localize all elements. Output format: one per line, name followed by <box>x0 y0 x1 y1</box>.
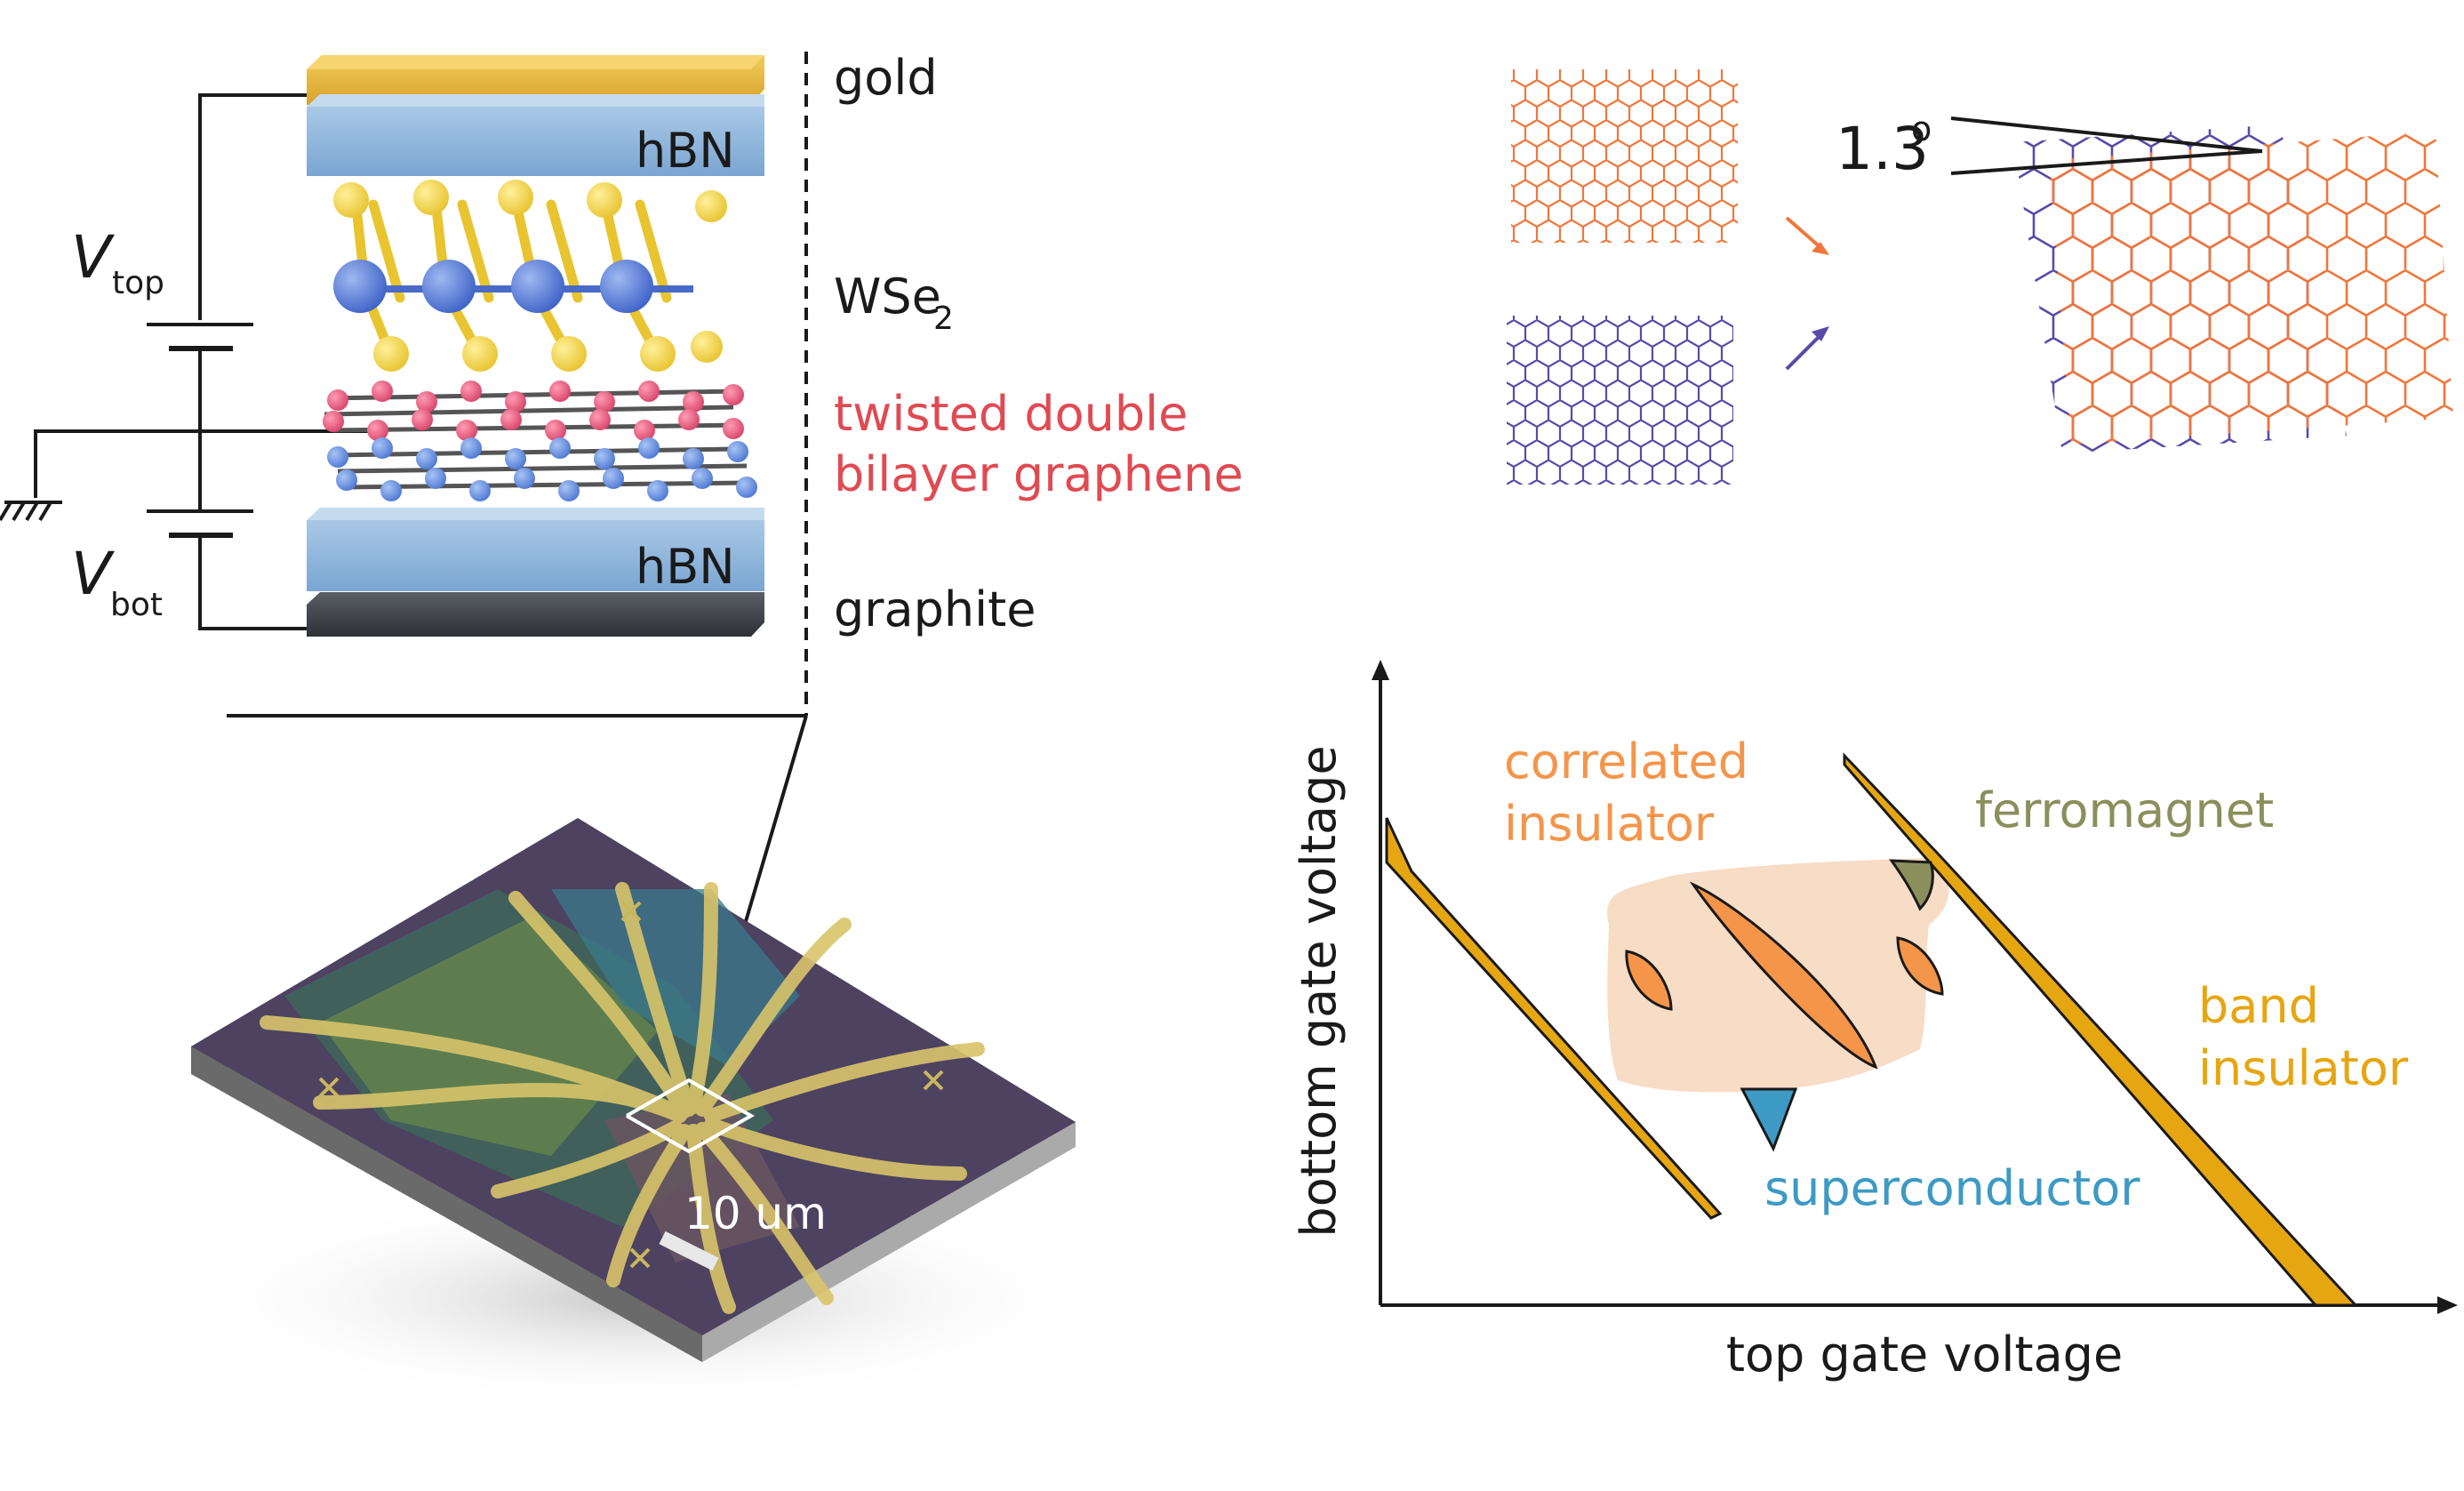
gold-layer <box>307 55 764 105</box>
svg-text:1.3: 1.3 <box>1836 115 1929 183</box>
correlated-insulator-label: correlated insulator <box>1504 733 1748 852</box>
svg-text:top: top <box>112 265 164 301</box>
band-insulator-right-icon <box>1843 752 2359 1307</box>
correlated-insulator-left-icon <box>1625 950 1673 1011</box>
arrow-purple-icon <box>1785 326 1829 371</box>
gold-label: gold <box>834 50 938 106</box>
twist-angle-lines <box>1950 116 2263 175</box>
svg-text:hBN: hBN <box>636 123 735 179</box>
correlated-insulator-center-icon <box>1689 881 1878 1070</box>
hbn-top-layer: hBN <box>307 94 764 179</box>
svg-text:WSe: WSe <box>834 269 941 325</box>
svg-text:V: V <box>71 223 115 292</box>
heterostructure-stack: V top V bot hBN <box>0 50 1244 716</box>
gate-circuit <box>0 93 382 630</box>
svg-text:bot: bot <box>110 587 163 623</box>
x-axis-label: top gate voltage <box>1726 1327 2123 1383</box>
orange-lattice-twisted <box>2049 132 2453 445</box>
wse2-label: WSe 2 <box>834 269 954 337</box>
svg-text:band: band <box>2198 978 2319 1034</box>
ferromagnet-label: ferromagnet <box>1975 782 2274 838</box>
band-insulator-label: band insulator <box>2198 978 2409 1096</box>
svg-text:insulator: insulator <box>2198 1040 2409 1096</box>
band-insulator-left-icon <box>1385 817 1723 1220</box>
svg-text:hBN: hBN <box>636 539 735 595</box>
scale-bar <box>659 1230 719 1271</box>
v-top-label: V top <box>71 223 164 301</box>
svg-text:twisted double: twisted double <box>834 386 1188 442</box>
svg-text:bilayer graphene: bilayer graphene <box>834 446 1244 502</box>
twist-angle-label: 1.3 o <box>1836 109 1932 183</box>
svg-text:insulator: insulator <box>1504 796 1715 852</box>
superconductor-label: superconductor <box>1764 1160 2140 1216</box>
alignment-marks <box>318 901 944 1269</box>
graphene-atoms-icon <box>323 381 757 501</box>
twist-diagram: 1.3 o <box>1507 69 2453 485</box>
scale-bar-label: 10 um <box>684 1188 827 1239</box>
phase-axes <box>1372 660 2458 1314</box>
v-bot-label: V bot <box>71 540 163 623</box>
purple-lattice <box>1507 316 1733 485</box>
ferromagnet-icon <box>1889 859 1934 911</box>
svg-text:2: 2 <box>933 301 954 337</box>
y-axis-label: bottom gate voltage <box>1291 745 1347 1237</box>
svg-text:correlated: correlated <box>1504 733 1748 790</box>
correlated-insulator-right-icon <box>1896 936 1944 996</box>
arrow-orange-icon <box>1785 216 1829 255</box>
svg-text:V: V <box>71 540 115 608</box>
device-chip: 10 um <box>178 818 1102 1405</box>
svg-text:o: o <box>1911 109 1932 148</box>
graphite-label: graphite <box>834 581 1036 637</box>
wse2-atoms-icon <box>333 180 727 372</box>
graphite-layer <box>307 592 764 637</box>
hbn-bottom-layer: hBN <box>307 508 764 595</box>
superconductor-icon <box>1740 1087 1798 1152</box>
hallbar-outline <box>626 1078 756 1154</box>
phase-diagram: top gate voltage bottom gate voltage cor… <box>1291 660 2458 1383</box>
tdbg-label: twisted double bilayer graphene <box>834 386 1244 502</box>
orange-lattice <box>1511 69 1738 243</box>
